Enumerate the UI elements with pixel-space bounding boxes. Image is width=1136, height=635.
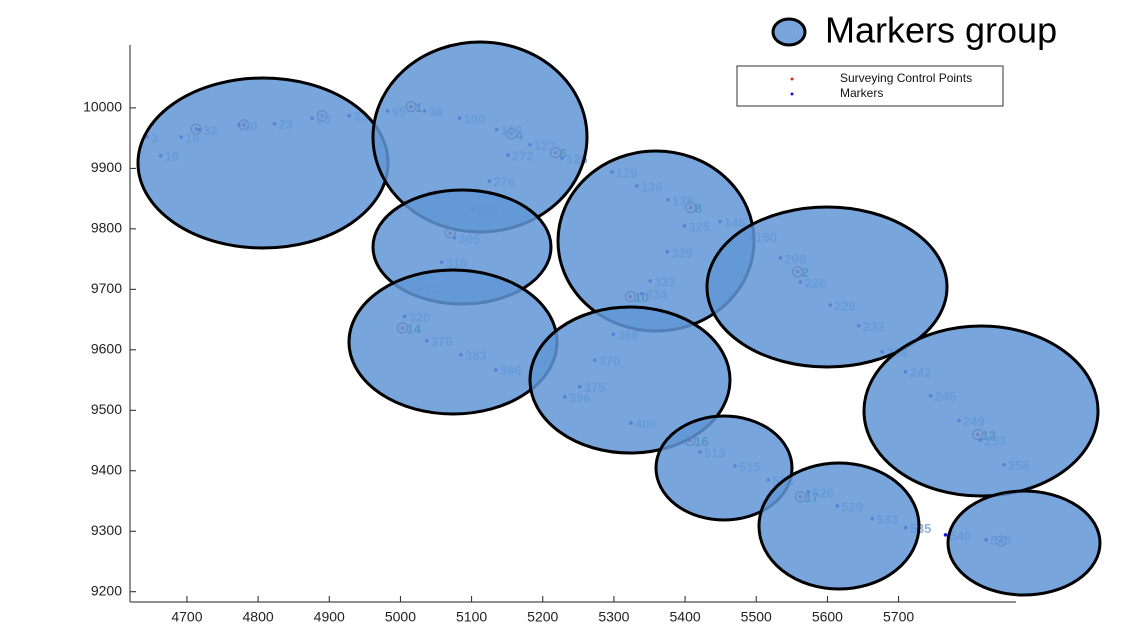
y-tick-label: 9900 — [91, 159, 122, 175]
x-tick-label: 4800 — [243, 609, 274, 625]
point — [943, 533, 948, 537]
x-tick-label: 5200 — [527, 609, 558, 625]
marker-group — [705, 205, 949, 369]
y-tick-label: 10000 — [83, 99, 122, 115]
legend-box — [736, 65, 1004, 107]
x-tick-label: 5600 — [812, 609, 843, 625]
marker-group — [757, 461, 921, 591]
x-tick-label: 4700 — [171, 609, 202, 625]
y-tick-label: 9300 — [91, 522, 122, 538]
marker-group — [946, 489, 1102, 597]
x-tick-label: 5300 — [598, 609, 629, 625]
y-tick-label: 9200 — [91, 582, 122, 598]
x-tick-label: 5700 — [883, 609, 914, 625]
legend-label: Surveying Control Points — [840, 71, 972, 85]
marker-group — [654, 414, 794, 522]
legend-marker — [790, 92, 794, 96]
marker-group — [136, 76, 390, 250]
marker-group — [347, 268, 559, 416]
group-legend-label: Markers group — [825, 10, 1057, 51]
x-tick-label: 5500 — [741, 609, 772, 625]
y-tick-label: 9500 — [91, 401, 122, 417]
group-legend-icon — [771, 17, 807, 47]
y-tick-label: 9800 — [91, 220, 122, 236]
legend-marker — [790, 77, 794, 81]
y-tick-label: 9700 — [91, 280, 122, 296]
marker-group — [862, 324, 1100, 498]
axes: 4700 4800 4900 5000 5100 5200 5300 5400 5500 5600… — [83, 45, 1016, 625]
x-tick-label: 5100 — [456, 609, 487, 625]
marker-group — [528, 305, 732, 455]
marker-groups — [136, 40, 1102, 597]
x-tick-label: 5000 — [385, 609, 416, 625]
x-tick-label: 5400 — [670, 609, 701, 625]
y-tick-label: 9400 — [91, 461, 122, 477]
legend-label: Markers — [840, 86, 883, 100]
x-tick-label: 4900 — [314, 609, 345, 625]
y-tick-label: 9600 — [91, 341, 122, 357]
